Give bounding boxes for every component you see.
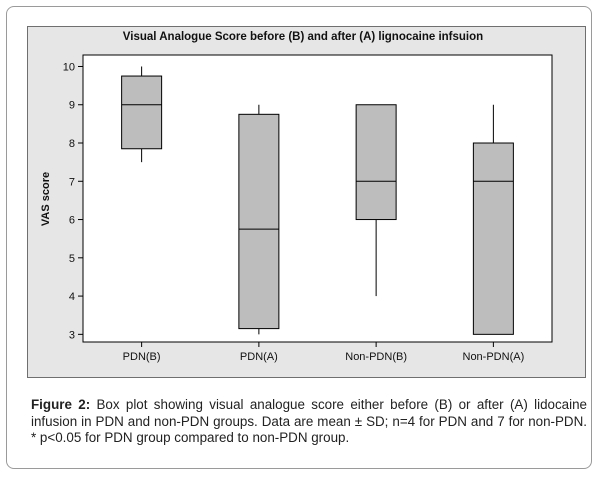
caption-text: Box plot showing visual analogue score e…	[31, 397, 587, 445]
x-tick-label: Non-PDN(B)	[345, 351, 407, 363]
figure-caption: Figure 2: Box plot showing visual analog…	[31, 397, 587, 447]
box	[355, 104, 397, 221]
y-tick-label: 9	[69, 100, 75, 112]
y-tick-label: 5	[69, 253, 75, 265]
y-tick-label: 10	[63, 61, 75, 73]
y-tick-label: 8	[69, 138, 75, 150]
box	[238, 113, 280, 330]
caption-label: Figure 2:	[31, 397, 91, 412]
y-tick-label: 7	[69, 176, 75, 188]
x-tick-label: Non-PDN(A)	[463, 351, 525, 363]
box	[121, 75, 163, 150]
y-tick-label: 3	[69, 329, 75, 341]
box	[472, 142, 514, 335]
y-axis-label: VAS score	[40, 172, 52, 226]
x-tick-label: PDN(B)	[123, 351, 161, 363]
y-tick-label: 6	[69, 215, 75, 227]
chart-title: Visual Analogue Score before (B) and aft…	[123, 31, 483, 43]
y-tick-label: 4	[69, 291, 75, 303]
x-tick-label: PDN(A)	[240, 351, 278, 363]
